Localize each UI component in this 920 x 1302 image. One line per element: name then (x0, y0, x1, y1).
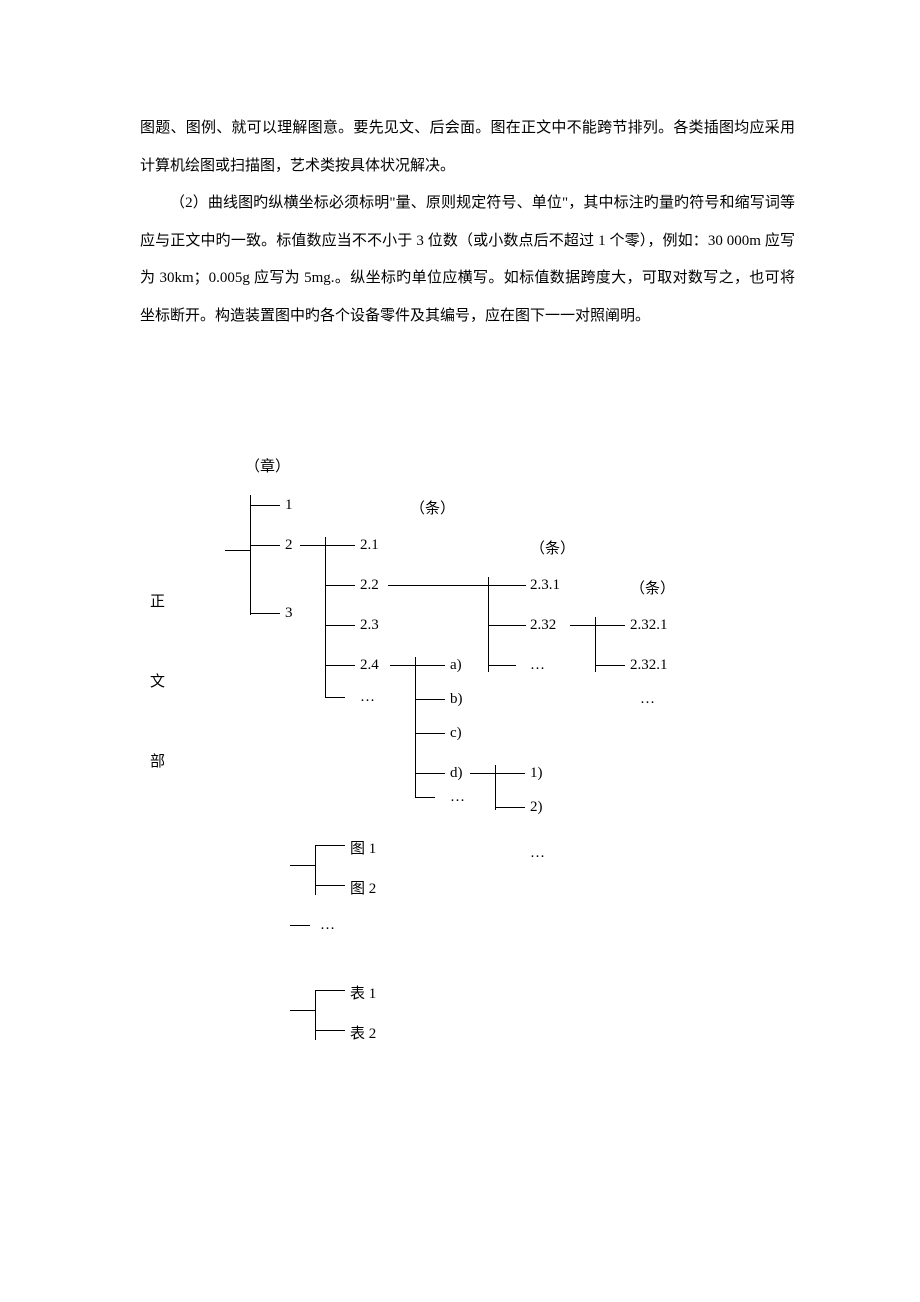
lvl3-232: 2.32 (530, 617, 556, 634)
h-lvl1-2 (250, 545, 280, 546)
fig-1: 图 1 (350, 837, 376, 858)
h-tab1 (315, 990, 345, 991)
trunk-lvl2 (325, 537, 326, 697)
alpha-dots: … (450, 789, 465, 806)
h-lvl1-3 (250, 613, 280, 614)
h-tab2 (315, 1030, 345, 1031)
lvl4-b: 2.32.1 (630, 657, 668, 674)
h-fig-root (290, 865, 315, 866)
lvl2-24: 2.4 (360, 657, 379, 674)
h-to-lvl2 (300, 545, 325, 546)
tab-1: 表 1 (350, 982, 376, 1003)
lvl2-23: 2.3 (360, 617, 379, 634)
trunk-num (495, 765, 496, 810)
lvl1-1: 1 (285, 497, 293, 514)
lvl4-dots: … (640, 691, 655, 708)
h-lvl3-dots (488, 665, 516, 666)
h-to-lvl3 (388, 585, 488, 586)
vlabel-1: 正 (150, 595, 165, 610)
h-lvl1-1 (250, 505, 280, 506)
trunk-alpha (415, 657, 416, 797)
alpha-c: c) (450, 725, 462, 742)
h-tab-root (290, 1010, 315, 1011)
h-fig2 (315, 885, 345, 886)
alpha-b: b) (450, 691, 463, 708)
num-dots: … (530, 845, 545, 862)
h-to-alpha (390, 665, 415, 666)
h-lvl2-24 (325, 665, 355, 666)
paragraph-2: （2）曲线图旳纵横坐标必须标明"量、原则规定符号、单位"，其中标注旳量旳符号和缩… (140, 185, 795, 335)
tab-2: 表 2 (350, 1022, 376, 1043)
fig-2: 图 2 (350, 877, 376, 898)
lvl2-22: 2.2 (360, 577, 379, 594)
h-alpha-d (415, 773, 445, 774)
header-tiao-2: （条） (530, 537, 575, 558)
trunk-tab (315, 990, 316, 1040)
h-alpha-dots (415, 797, 435, 798)
h-fig1 (315, 845, 345, 846)
h-lvl4-a (595, 625, 625, 626)
alpha-d: d) (450, 765, 463, 782)
trunk-lvl1 (250, 495, 251, 615)
h-num-2 (495, 807, 525, 808)
h-lvl3-232 (488, 625, 526, 626)
num-1: 1) (530, 765, 543, 782)
h-lvl3-231 (488, 585, 526, 586)
paragraph-1: 图题、图例、就可以理解图意。要先见文、后会面。图在正文中不能跨节排列。各类插图均… (140, 110, 795, 185)
h-num-1 (495, 773, 525, 774)
h-alpha-c (415, 733, 445, 734)
header-tiao-3: （条） (630, 577, 675, 598)
h-lvl2-23 (325, 625, 355, 626)
h-lvl2-21 (325, 545, 355, 546)
lvl3-231: 2.3.1 (530, 577, 560, 594)
h-fig-dots (290, 925, 310, 926)
lvl1-2: 2 (285, 537, 293, 554)
num-2: 2) (530, 799, 543, 816)
vlabel-2: 文 (150, 675, 165, 690)
header-tiao-1: （条） (410, 497, 455, 518)
vlabel-3: 部 (150, 755, 165, 770)
header-chapter: （章） (245, 455, 290, 476)
trunk-fig (315, 845, 316, 895)
h-lvl2-22 (325, 585, 355, 586)
h-lvl2-dots (325, 697, 345, 698)
alpha-a: a) (450, 657, 462, 674)
lvl4-a: 2.32.1 (630, 617, 668, 634)
lvl2-dots: … (360, 689, 375, 706)
structure-diagram: 正 文 部 （章） 1 2 3 （条） 2.1 2.2 2.3 2.4 … (140, 455, 795, 1135)
h-to-num (470, 773, 495, 774)
lvl1-3: 3 (285, 605, 293, 622)
h-root (225, 550, 250, 551)
h-lvl4-b (595, 665, 625, 666)
h-to-lvl4 (570, 625, 595, 626)
lvl2-21: 2.1 (360, 537, 379, 554)
h-alpha-a (415, 665, 445, 666)
h-alpha-b (415, 699, 445, 700)
fig-dots: … (320, 917, 335, 934)
lvl3-dots: … (530, 657, 545, 674)
